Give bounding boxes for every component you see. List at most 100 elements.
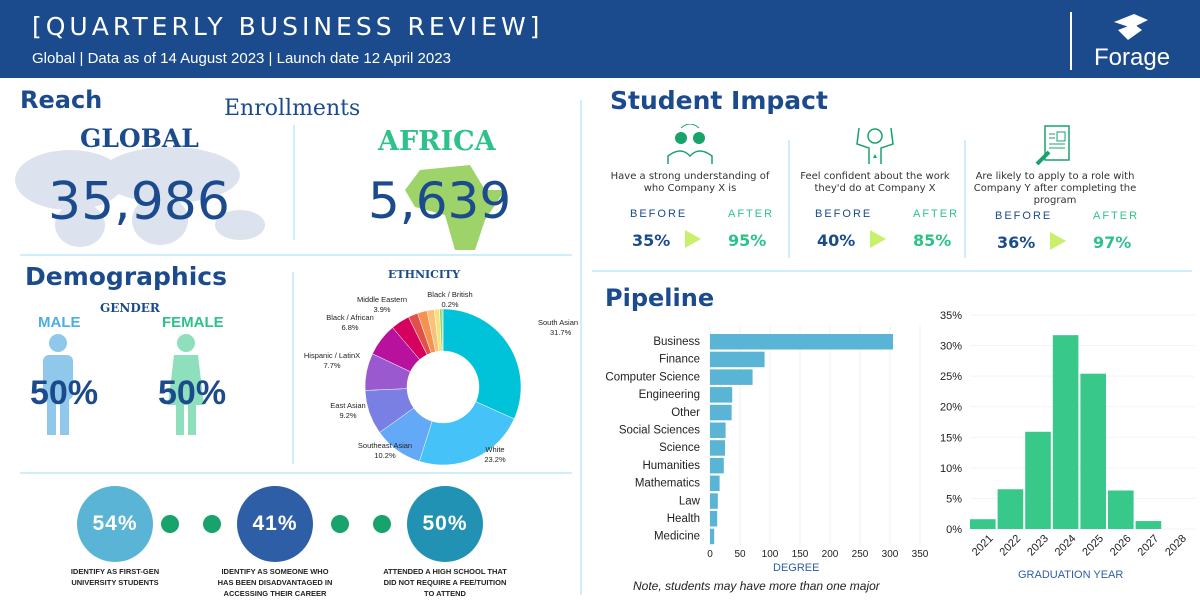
after-percent: 97% [1093, 233, 1132, 252]
application-form-icon [1035, 125, 1070, 166]
female-percent: 50% [158, 374, 227, 412]
student-impact-title: Student Impact [610, 86, 828, 115]
x-tick-label: 350 [912, 549, 929, 560]
global-label: GLOBAL [80, 124, 199, 153]
slice-value: 9.2% [339, 411, 356, 420]
donut-slice [419, 401, 515, 466]
x-tick-label: 200 [822, 549, 839, 560]
slice-value: 6.8% [341, 323, 358, 332]
before-label: BEFORE [630, 208, 688, 220]
degree-bar-chart: 0 50 100 150 200 250 300 350 Business Finance Comp… [605, 325, 929, 560]
slice-label: Southeast Asian [358, 441, 412, 450]
degree-note: Note, students may have more than one ma… [633, 579, 880, 593]
y-tick-label: 0% [946, 524, 962, 536]
divider [20, 472, 572, 474]
x-tick-label: 0 [707, 549, 713, 560]
x-tick-label: 2026 [1108, 533, 1134, 559]
after-percent: 85% [913, 231, 952, 250]
arrow-right-icon [685, 230, 701, 248]
category-label: Social Sciences [619, 425, 700, 437]
category-label: Other [671, 407, 700, 419]
category-label: Engineering [639, 389, 700, 401]
after-percent: 95% [728, 231, 767, 250]
category-label: Health [667, 513, 700, 525]
slice-value: 0.2% [441, 300, 458, 309]
slice-value: 31.7% [550, 328, 572, 337]
degree-axis-label: DEGREE [773, 562, 820, 574]
stat-caption: IDENTIFY AS FIRST-GEN UNIVERSITY STUDENT… [70, 567, 160, 587]
y-tick-label: 10% [940, 463, 962, 475]
category-label: Law [679, 495, 701, 507]
degree-bar [710, 457, 724, 474]
category-label: Medicine [654, 531, 700, 543]
x-tick-label: 300 [882, 549, 899, 560]
africa-label: AFRICA [378, 126, 496, 157]
before-label: BEFORE [815, 208, 873, 220]
slice-value: 7.7% [323, 361, 340, 370]
logo-divider [1070, 12, 1072, 70]
global-enrollments: 35,986 [48, 172, 230, 232]
forage-logo-text: Forage [1094, 44, 1171, 71]
impact-statement: Are likely to apply to a role with Compa… [973, 171, 1137, 206]
confident-person-icon [856, 127, 894, 164]
pipeline-title: Pipeline [605, 284, 715, 312]
category-label: Business [653, 336, 700, 348]
slice-label: White [485, 445, 504, 454]
forage-logo-icon [1114, 14, 1148, 40]
divider [292, 272, 294, 464]
graduation-year-chart: 0%5%10%15%20%25%30%35%2021 2022 2023 2024 20… [940, 310, 1195, 559]
divider [20, 254, 572, 256]
enrollments-title: Enrollments [224, 96, 361, 121]
x-tick-label: 2025 [1080, 533, 1106, 559]
slice-label: Black / British [427, 290, 472, 299]
degree-bar [710, 511, 718, 527]
male-label: MALE [38, 314, 81, 331]
donut-slice [442, 308, 522, 420]
degree-bar [710, 422, 726, 438]
slice-value: 10.2% [374, 451, 396, 460]
category-label: Finance [659, 354, 700, 366]
y-tick-label: 30% [940, 341, 962, 353]
demographics-title: Demographics [25, 262, 227, 291]
gender-label: GENDER [100, 301, 160, 315]
x-tick-label: 150 [792, 549, 809, 560]
slice-label: Hispanic / LatinX [304, 351, 360, 360]
x-tick-label: 250 [852, 549, 869, 560]
divider [964, 140, 966, 258]
connector-dot [161, 515, 179, 533]
connector-dot [331, 515, 349, 533]
graduation-bar [970, 519, 996, 529]
stat-caption: ATTENDED A HIGH SCHOOL THAT DID NOT REQU… [383, 567, 507, 598]
x-tick-label: 2022 [998, 533, 1024, 559]
male-percent: 50% [30, 374, 99, 412]
graduation-bar [997, 489, 1024, 529]
y-tick-label: 20% [940, 402, 962, 414]
stat-value: 50% [422, 512, 468, 535]
y-tick-label: 25% [940, 371, 962, 383]
degree-bar [710, 528, 715, 545]
slice-label: Black / African [326, 313, 374, 322]
category-label: Science [659, 442, 700, 454]
before-percent: 40% [817, 231, 856, 250]
x-tick-label: 50 [734, 549, 746, 560]
degree-bar [710, 369, 753, 385]
stat-caption: IDENTIFY AS SOMEONE WHO HAS BEEN DISADVA… [217, 567, 333, 598]
before-percent: 35% [632, 231, 671, 250]
stat-value: 54% [92, 512, 138, 535]
degree-bar [710, 440, 725, 456]
impact-statement: Have a strong understanding of who Compa… [610, 171, 770, 194]
reach-title: Reach [20, 86, 103, 114]
stat-circle: 50% [407, 486, 483, 562]
x-tick-label: 2027 [1136, 533, 1162, 559]
stat-value: 41% [252, 512, 298, 535]
y-tick-label: 5% [946, 493, 962, 505]
x-tick-label: 100 [762, 549, 779, 560]
degree-bar [710, 387, 733, 403]
after-label: AFTER [728, 208, 775, 220]
graduation-bar [1052, 335, 1079, 529]
degree-bar [710, 404, 732, 421]
arrow-right-icon [1050, 232, 1066, 250]
y-tick-label: 15% [940, 432, 962, 444]
x-tick-label: 2021 [970, 533, 996, 559]
degree-bar [710, 351, 765, 368]
